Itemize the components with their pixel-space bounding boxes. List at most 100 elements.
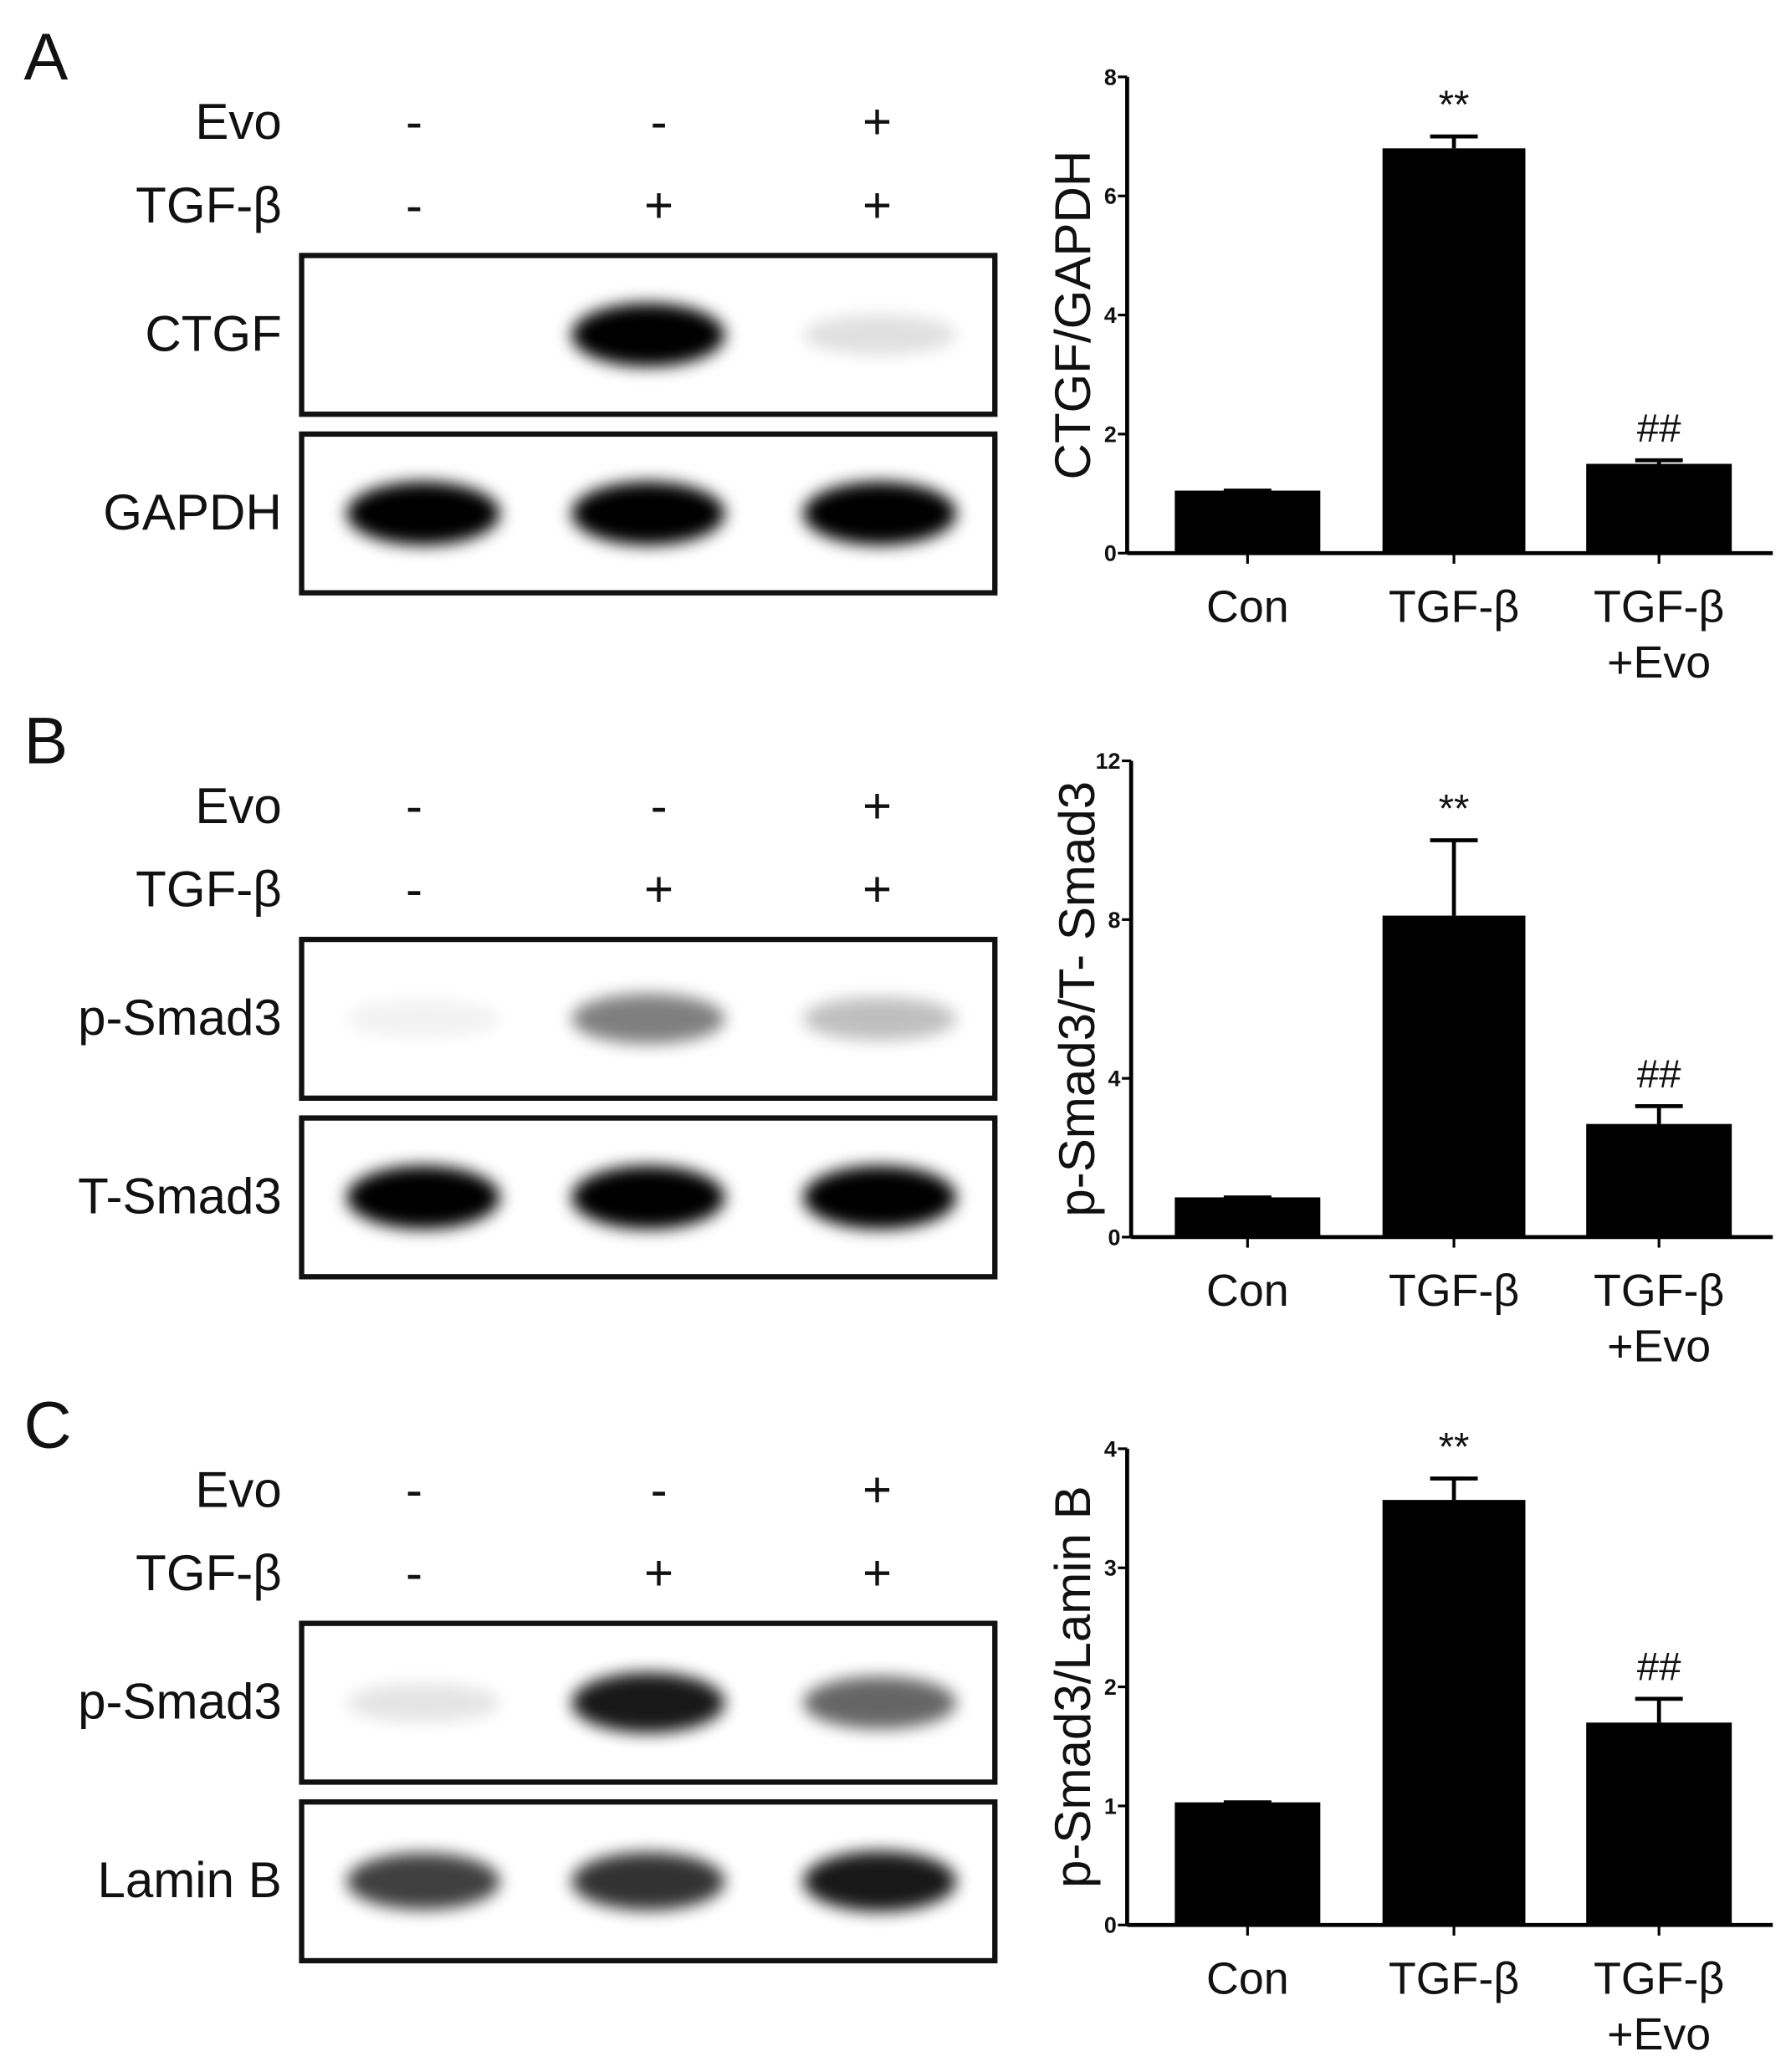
- treatment-label: TGF-β: [136, 177, 282, 233]
- x-tick-line: TGF-β: [1594, 1266, 1724, 1316]
- treatment-sign: -: [406, 1462, 422, 1518]
- y-tick-label: 2: [1104, 1675, 1117, 1700]
- treatment-label: TGF-β: [136, 862, 282, 918]
- treatment-sign: +: [862, 177, 892, 233]
- annotation: ##: [1637, 1645, 1681, 1690]
- blot-band: [802, 996, 957, 1041]
- x-tick-label: Con: [1206, 1266, 1289, 1316]
- treatment-sign: +: [862, 1545, 892, 1601]
- y-tick-label: 4: [1104, 1436, 1117, 1461]
- y-axis-label: p-Smad3/Lamin B: [1045, 1486, 1101, 1888]
- y-tick-label: 12: [1096, 749, 1121, 774]
- x-tick-line: Con: [1206, 1953, 1289, 2003]
- blot-label: p-Smad3: [78, 1674, 282, 1730]
- x-tick-line: Con: [1206, 1266, 1289, 1316]
- blot-band: [802, 315, 957, 356]
- bar: [1174, 1802, 1321, 1926]
- treatment-sign: -: [406, 778, 422, 834]
- treatment-sign: -: [651, 94, 668, 150]
- blot-label: GAPDH: [103, 484, 282, 540]
- treatment-sign: -: [406, 1545, 422, 1601]
- annotation: **: [1439, 1425, 1470, 1469]
- treatment-sign: +: [862, 778, 892, 834]
- x-tick-line: TGF-β: [1389, 1266, 1519, 1316]
- y-axis-label: CTGF/GAPDH: [1045, 151, 1101, 480]
- bar: [1382, 1500, 1526, 1926]
- treatment-sign: -: [651, 1462, 668, 1518]
- bar: [1586, 463, 1732, 554]
- blot-band: [346, 1682, 500, 1723]
- x-tick-line: Con: [1206, 581, 1289, 632]
- bar: [1174, 1197, 1321, 1237]
- treatment-sign: +: [862, 1462, 892, 1518]
- x-tick-line: TGF-β: [1389, 1953, 1519, 2003]
- blot-band: [346, 1165, 500, 1230]
- y-axis-label: p-Smad3/T- Smad3: [1049, 781, 1105, 1217]
- panel-letter: B: [23, 703, 68, 778]
- x-tick-line: TGF-β: [1594, 581, 1724, 632]
- y-tick-label: 4: [1104, 303, 1117, 328]
- blot-band: [571, 1852, 725, 1911]
- bar: [1382, 148, 1526, 554]
- x-tick-line: +Evo: [1607, 2009, 1711, 2059]
- blot-label: Lamin B: [97, 1852, 281, 1908]
- treatment-label: Evo: [195, 94, 282, 150]
- y-tick-label: 8: [1108, 908, 1121, 933]
- y-tick-label: 3: [1104, 1556, 1117, 1581]
- blot-label: p-Smad3: [78, 990, 282, 1046]
- treatment-sign: +: [644, 177, 673, 233]
- y-tick-label: 1: [1104, 1793, 1117, 1819]
- blot-band: [346, 481, 500, 545]
- blot-band: [571, 481, 725, 545]
- x-tick-line: +Evo: [1607, 1322, 1711, 1372]
- bar: [1586, 1123, 1732, 1237]
- x-tick-line: +Evo: [1607, 637, 1711, 688]
- x-tick-label: Con: [1206, 581, 1289, 632]
- x-tick-label: TGF-β +Evo: [1594, 1266, 1724, 1371]
- x-tick-line: TGF-β: [1389, 581, 1519, 632]
- treatment-sign: -: [406, 177, 422, 233]
- x-tick-label: TGF-β +Evo: [1594, 1953, 1724, 2059]
- blot-band: [571, 303, 725, 367]
- y-tick-label: 4: [1108, 1067, 1121, 1092]
- treatment-sign: -: [406, 862, 422, 918]
- y-tick-label: 8: [1104, 64, 1117, 90]
- blot-label: CTGF: [145, 305, 282, 361]
- annotation: ##: [1637, 407, 1681, 451]
- blot-band: [571, 1165, 725, 1230]
- treatment-sign: +: [862, 94, 892, 150]
- x-tick-label: TGF-β: [1389, 1266, 1519, 1316]
- y-tick-label: 0: [1104, 541, 1117, 566]
- blot-band: [802, 1676, 957, 1730]
- blot-label: T-Smad3: [78, 1168, 282, 1224]
- y-tick-label: 0: [1104, 1913, 1117, 1938]
- annotation: **: [1439, 786, 1470, 831]
- treatment-label: Evo: [195, 1462, 282, 1518]
- x-tick-label: TGF-β: [1389, 581, 1519, 632]
- treatment-label: TGF-β: [136, 1545, 282, 1601]
- x-tick-line: TGF-β: [1594, 1953, 1724, 2003]
- bar: [1174, 490, 1321, 554]
- x-tick-label: TGF-β: [1389, 1953, 1519, 2003]
- blot-band: [571, 1672, 725, 1733]
- blot-band: [802, 1165, 957, 1230]
- annotation: ##: [1637, 1052, 1681, 1097]
- y-tick-label: 6: [1104, 184, 1117, 209]
- treatment-sign: +: [644, 1545, 673, 1601]
- x-tick-label: Con: [1206, 1953, 1289, 2003]
- blot-band: [571, 993, 725, 1044]
- x-tick-label: TGF-β +Evo: [1594, 581, 1724, 687]
- bar: [1382, 915, 1526, 1237]
- treatment-sign: +: [644, 862, 673, 918]
- y-tick-label: 0: [1108, 1225, 1121, 1250]
- blot-band: [346, 1000, 500, 1038]
- treatment-sign: -: [651, 778, 668, 834]
- blot-band: [802, 481, 957, 545]
- panel-letter: C: [23, 1387, 71, 1461]
- treatment-sign: -: [406, 94, 422, 150]
- annotation: **: [1439, 83, 1470, 127]
- treatment-sign: +: [862, 862, 892, 918]
- treatment-label: Evo: [195, 778, 282, 834]
- blot-band: [802, 1850, 957, 1912]
